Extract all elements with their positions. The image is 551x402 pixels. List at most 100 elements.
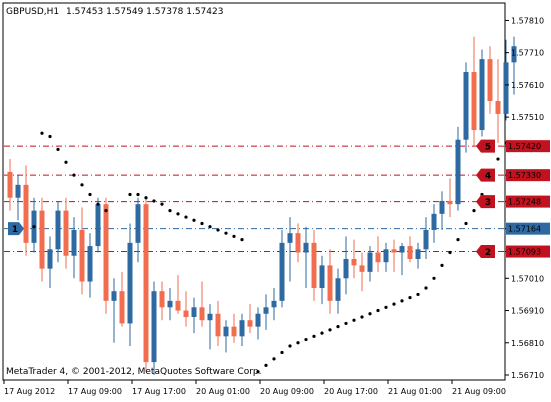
bear-candle: [495, 101, 501, 114]
bull-candle: [255, 313, 261, 327]
sar-dot: [440, 263, 444, 268]
price-tag-label: 1.57164: [508, 225, 541, 234]
bull-candle: [383, 249, 389, 263]
level-marker-5[interactable]: [476, 139, 495, 153]
bull-candle: [287, 233, 293, 243]
bear-candle: [199, 307, 205, 321]
level-marker-number: 3: [485, 198, 491, 208]
sar-dot: [288, 344, 292, 348]
bear-candle: [79, 229, 85, 282]
level-marker-number: 1: [12, 225, 18, 235]
level-marker-2[interactable]: [476, 245, 495, 259]
bear-candle: [351, 258, 357, 266]
price-tag-box: [506, 222, 550, 235]
bear-candle: [215, 313, 221, 337]
price-tick-label: 1.56710: [511, 371, 544, 380]
sar-dot: [336, 325, 340, 329]
bull-candle: [223, 326, 229, 337]
sar-dot: [344, 321, 348, 326]
price-tag-box: [506, 140, 550, 153]
bear-candle: [375, 252, 381, 263]
price-tick-label: 1.57610: [511, 81, 544, 90]
bull-candle: [167, 300, 173, 308]
price-tick-label: 1.57710: [511, 49, 544, 58]
sar-dot: [448, 250, 452, 255]
bear-candle: [359, 265, 365, 272]
time-tick-label: 20 Aug 09:00: [260, 387, 314, 396]
sar-dot: [400, 299, 404, 303]
sar-dot: [472, 209, 476, 213]
bull-candle: [127, 242, 133, 324]
bear-candle: [39, 210, 45, 269]
sar-dot: [232, 234, 236, 239]
sar-dot: [256, 370, 260, 374]
sar-dot: [456, 238, 460, 242]
price-tick-label: 1.57010: [511, 274, 544, 283]
price-tick-label: 1.56810: [511, 339, 544, 348]
sar-dot: [136, 192, 140, 197]
price-tick-label: 1.56910: [511, 307, 544, 316]
bull-candle: [399, 246, 405, 253]
sar-dot: [320, 331, 324, 335]
sar-dot: [40, 131, 44, 135]
level-tags[interactable]: 5 1.57420 4 1.57330 3 1.57248 2 1.57093 1 1.57164: [8, 139, 550, 259]
bull-candle: [415, 249, 421, 259]
bull-candle: [47, 249, 53, 269]
sar-dot: [216, 228, 220, 232]
candles: [7, 36, 517, 375]
bull-candle: [423, 229, 429, 250]
bull-candle: [439, 200, 445, 214]
sar-dot: [200, 221, 204, 226]
bear-candle: [295, 233, 301, 253]
price-tag-label: 1.57248: [508, 198, 541, 207]
level-marker-number: 2: [485, 248, 491, 258]
bull-candle: [95, 204, 101, 247]
bear-candle: [119, 291, 125, 324]
bear-candle: [247, 320, 253, 327]
bull-candle: [135, 204, 141, 243]
level-marker-1[interactable]: [8, 222, 24, 236]
bull-candle: [15, 184, 21, 198]
sar-dot: [176, 212, 180, 216]
sar-dot: [368, 312, 372, 316]
ohlc-label: 1.57453 1.57549 1.57378 1.57423: [66, 7, 223, 17]
bull-candle: [343, 258, 349, 279]
sar-dots: [32, 131, 508, 374]
bear-candle: [311, 242, 317, 288]
bear-candle: [143, 204, 149, 363]
price-tick-label: 1.57810: [511, 16, 544, 25]
sar-dot: [272, 357, 276, 361]
sar-dot: [160, 202, 164, 206]
sar-dot: [144, 196, 148, 200]
price-tag-box: [506, 195, 550, 208]
bull-candle: [271, 300, 277, 308]
time-scale: 17 Aug 2012 17 Aug 09:00 17 Aug 17:00 20 Au…: [3, 380, 506, 396]
sar-dot: [384, 305, 388, 309]
sar-dot: [208, 225, 212, 229]
sar-dot: [32, 225, 36, 229]
bull-candle: [263, 307, 269, 314]
bull-candle: [87, 246, 93, 282]
sar-dot: [424, 286, 428, 290]
time-tick-label: 17 Aug 09:00: [68, 387, 122, 396]
price-tag-box: [506, 169, 550, 182]
bear-candle: [183, 310, 189, 317]
bull-candle: [191, 307, 197, 317]
sar-dot: [392, 302, 396, 306]
sar-dot: [360, 315, 364, 319]
sar-dot: [496, 157, 500, 161]
level-marker-4[interactable]: [476, 168, 495, 182]
bear-candle: [231, 326, 237, 337]
price-tag-box: [506, 245, 550, 258]
time-tick-label: 17 Aug 2012: [4, 387, 55, 396]
bear-candle: [175, 300, 181, 311]
sar-dot: [88, 192, 92, 197]
bull-candle: [367, 252, 373, 272]
bull-candle: [455, 139, 461, 205]
bull-candle: [335, 278, 341, 301]
sar-dot: [184, 215, 188, 219]
level-marker-number: 4: [485, 172, 491, 182]
level-marker-3[interactable]: [476, 195, 495, 209]
